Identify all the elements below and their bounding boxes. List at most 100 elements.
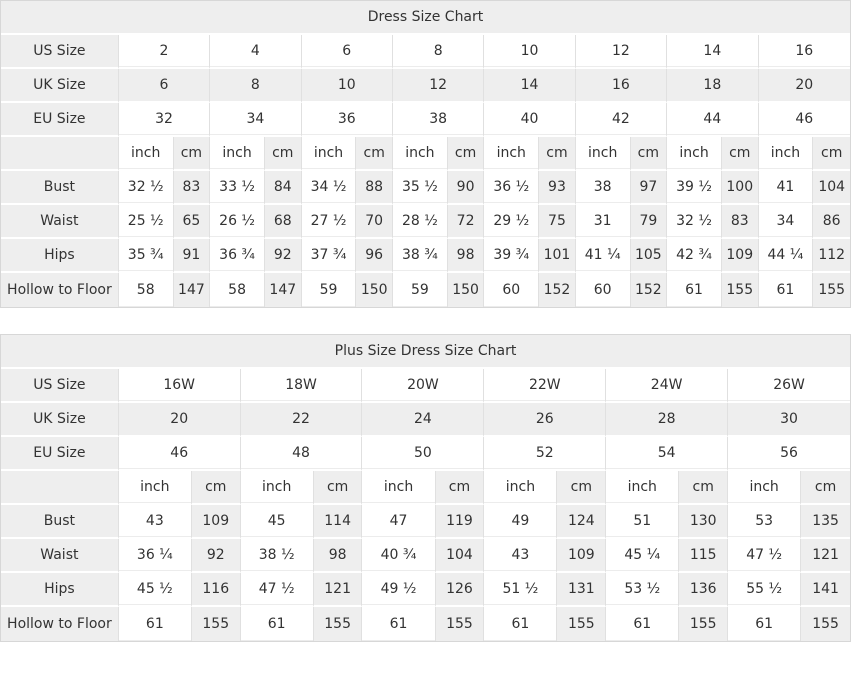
unit-cm-header: cm — [313, 471, 363, 505]
row-label: EU Size — [1, 437, 119, 471]
measure-cm-cell: 98 — [447, 239, 485, 273]
measure-inch-cell: 41 — [758, 171, 814, 205]
measure-cm-cell: 70 — [356, 205, 393, 239]
table-title: Dress Size Chart — [1, 1, 850, 35]
measure-cm-cell: 150 — [356, 273, 393, 307]
measure-inch-cell: 39 ¾ — [484, 239, 540, 273]
unit-inch-header: inch — [606, 471, 680, 505]
size-value-cell: 4 — [210, 35, 302, 69]
unit-inch-header: inch — [484, 471, 558, 505]
measurement-row: Hollow to Floor 61 155 61 155 61 155 61 155 61 155… — [1, 607, 850, 641]
measure-inch-cell: 59 — [392, 273, 448, 307]
measure-cm-cell: 104 — [813, 171, 850, 205]
measurement-row: Bust 43 109 45 114 47 119 49 124 51 130 53 135 — [1, 505, 850, 539]
measure-cm-cell: 65 — [173, 205, 211, 239]
unit-inch-header: inch — [210, 137, 266, 171]
measure-inch-cell: 61 — [667, 273, 722, 307]
measure-cm-cell: 131 — [557, 573, 607, 607]
measure-cm-cell: 105 — [630, 239, 668, 273]
size-value-cell: 20W — [362, 369, 485, 403]
size-value-cell: 8 — [210, 69, 302, 103]
measure-inch-cell: 35 ¾ — [118, 239, 174, 273]
measure-cm-cell: 152 — [630, 273, 668, 307]
measure-cm-cell: 101 — [539, 239, 576, 273]
unit-inch-header: inch — [362, 471, 436, 505]
measure-cm-cell: 83 — [173, 171, 211, 205]
row-label: Waist — [1, 539, 119, 573]
measure-cm-cell: 68 — [265, 205, 302, 239]
measure-cm-cell: 93 — [539, 171, 576, 205]
row-label: UK Size — [1, 69, 119, 103]
measure-cm-cell: 155 — [801, 607, 850, 641]
measure-inch-cell: 61 — [118, 607, 192, 641]
measure-cm-cell: 115 — [679, 539, 729, 573]
size-value-cell: 8 — [392, 35, 485, 69]
title-row: Plus Size Dress Size Chart — [1, 335, 850, 369]
measure-inch-cell: 53 ½ — [606, 573, 680, 607]
unit-cm-header: cm — [447, 137, 485, 171]
size-value-cell: 50 — [362, 437, 485, 471]
unit-cm-header: cm — [721, 137, 759, 171]
size-value-cell: 26W — [728, 369, 850, 403]
row-label: US Size — [1, 35, 119, 69]
measure-inch-cell: 36 ¾ — [210, 239, 266, 273]
size-value-cell: 6 — [301, 35, 393, 69]
unit-cm-header: cm — [265, 137, 302, 171]
measurement-row: Hips 45 ½ 116 47 ½ 121 49 ½ 126 51 ½ 131 53 ½ 136 5… — [1, 573, 850, 607]
size-value-cell: 46 — [758, 103, 850, 137]
row-label: Bust — [1, 171, 119, 205]
measure-inch-cell: 40 ¾ — [362, 539, 436, 573]
measure-inch-cell: 47 — [362, 505, 436, 539]
measure-inch-cell: 28 ½ — [392, 205, 448, 239]
measure-inch-cell: 32 ½ — [667, 205, 722, 239]
unit-cm-header: cm — [813, 137, 850, 171]
measure-cm-cell: 75 — [539, 205, 576, 239]
measure-inch-cell: 29 ½ — [484, 205, 540, 239]
measure-inch-cell: 58 — [210, 273, 266, 307]
measure-cm-cell: 79 — [630, 205, 668, 239]
measure-cm-cell: 97 — [630, 171, 668, 205]
size-value-cell: 32 — [118, 103, 211, 137]
measure-inch-cell: 61 — [484, 607, 558, 641]
size-value-cell: 12 — [575, 35, 668, 69]
measure-inch-cell: 49 — [484, 505, 558, 539]
measure-cm-cell: 112 — [813, 239, 850, 273]
measure-cm-cell: 109 — [721, 239, 759, 273]
measure-cm-cell: 135 — [801, 505, 850, 539]
size-value-cell: 28 — [606, 403, 729, 437]
row-label: Hips — [1, 573, 119, 607]
unit-inch-header: inch — [240, 471, 314, 505]
measure-inch-cell: 51 ½ — [484, 573, 558, 607]
measure-inch-cell: 61 — [362, 607, 436, 641]
measure-cm-cell: 104 — [435, 539, 485, 573]
measure-inch-cell: 45 ¼ — [606, 539, 680, 573]
size-value-cell: 14 — [667, 35, 759, 69]
measure-inch-cell: 38 ¾ — [392, 239, 448, 273]
measure-cm-cell: 130 — [679, 505, 729, 539]
measure-inch-cell: 25 ½ — [118, 205, 174, 239]
measure-inch-cell: 51 — [606, 505, 680, 539]
size-row: UK Size 20 22 24 26 28 30 — [1, 403, 850, 437]
measure-inch-cell: 61 — [606, 607, 680, 641]
measure-cm-cell: 92 — [191, 539, 241, 573]
measure-cm-cell: 109 — [191, 505, 241, 539]
measurement-row: Waist 36 ¼ 92 38 ½ 98 40 ¾ 104 43 109 45 ¼ 115 47 ½… — [1, 539, 850, 573]
row-label: UK Size — [1, 403, 119, 437]
unit-header-row: inch cm inch cm inch cm inch cm inch cm inch cm — [1, 471, 850, 505]
measure-inch-cell: 26 ½ — [210, 205, 266, 239]
measure-inch-cell: 60 — [575, 273, 631, 307]
unit-row-empty-label — [1, 471, 119, 505]
unit-cm-header: cm — [435, 471, 485, 505]
measure-inch-cell: 61 — [240, 607, 314, 641]
measure-inch-cell: 31 — [575, 205, 631, 239]
unit-inch-header: inch — [118, 137, 174, 171]
measure-cm-cell: 86 — [813, 205, 850, 239]
size-value-cell: 44 — [667, 103, 759, 137]
size-value-cell: 48 — [240, 437, 363, 471]
unit-cm-header: cm — [557, 471, 607, 505]
unit-inch-header: inch — [301, 137, 357, 171]
measure-inch-cell: 34 ½ — [301, 171, 357, 205]
size-value-cell: 24W — [606, 369, 729, 403]
dress-size-chart-section: Dress Size Chart US Size 2 4 6 8 10 12 14 16 UK Si… — [0, 0, 851, 308]
measure-inch-cell: 43 — [484, 539, 558, 573]
